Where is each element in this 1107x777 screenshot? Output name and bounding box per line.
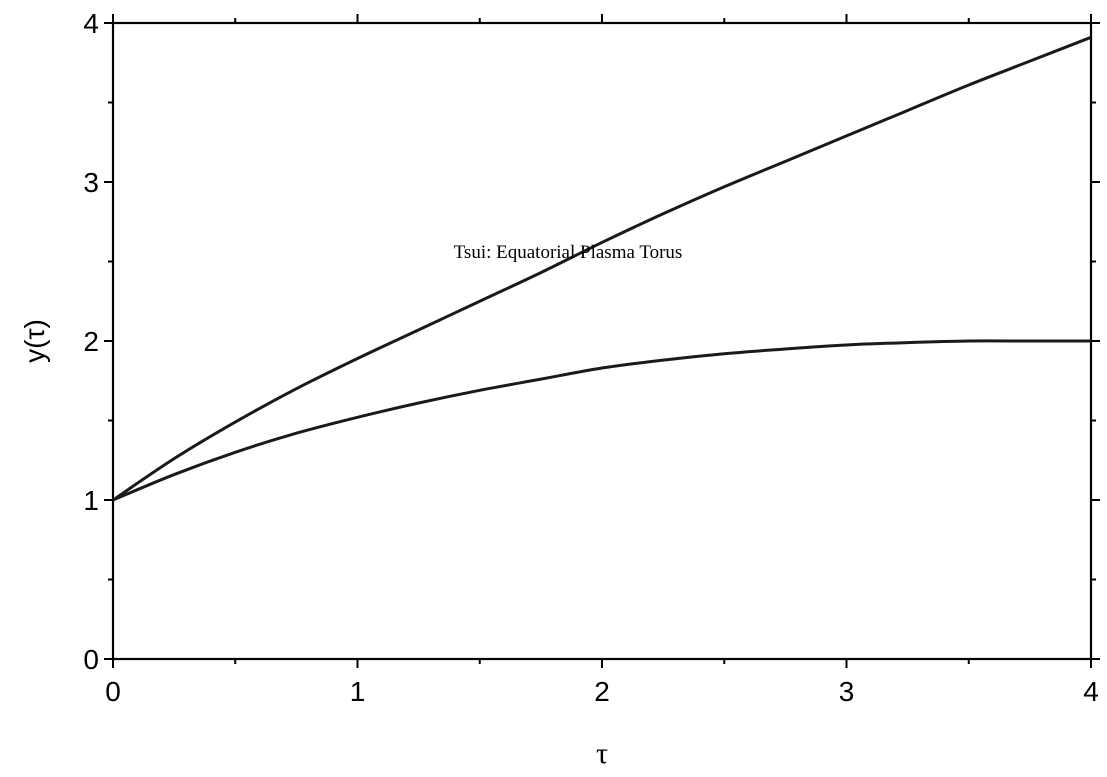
x-axis-title: τ [596,737,608,770]
series-line-2 [112,339,1091,502]
x-tick-label: 1 [350,676,366,707]
y-tick-label: 4 [83,8,99,39]
y-axis-title: y(τ) [19,319,50,363]
axis-ticks [104,14,1100,668]
series-line-1 [112,35,1092,502]
tick-labels: 0 1 2 3 4 0 1 2 3 4 [83,8,1098,707]
y-tick-label: 1 [83,485,99,516]
x-tick-label: 2 [594,676,610,707]
y-tick-label: 2 [83,326,99,357]
x-tick-label: 4 [1083,676,1099,707]
x-tick-label: 3 [839,676,855,707]
annotation-label: Tsui: Equatorial Plasma Torus [454,242,683,263]
y-tick-label: 3 [83,167,99,198]
y-tick-label: 0 [83,644,99,675]
series-group [112,35,1092,502]
x-tick-label: 0 [105,676,121,707]
